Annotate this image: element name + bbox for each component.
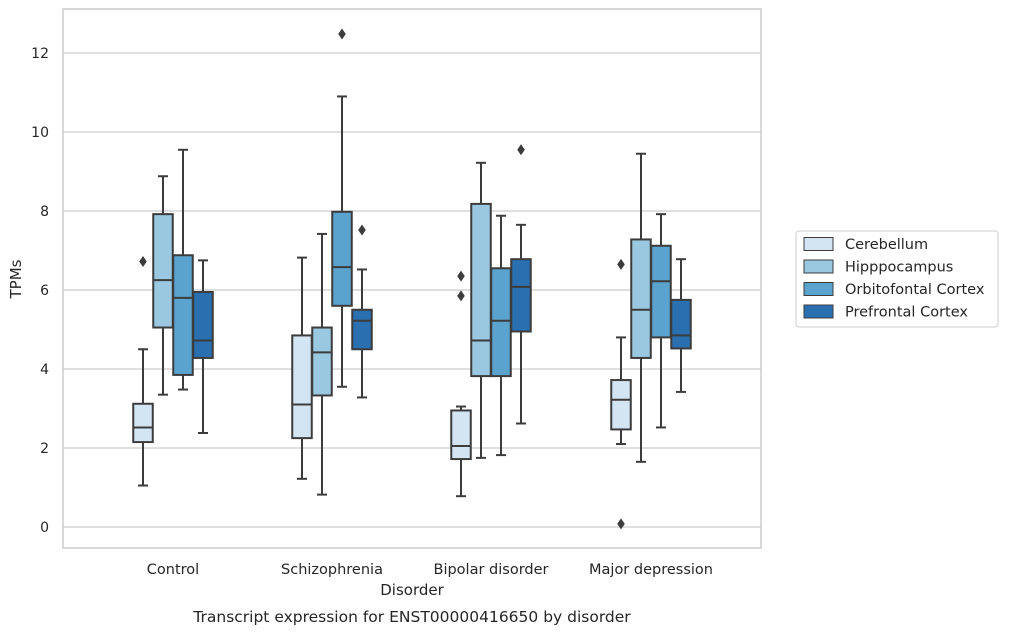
box-0-0 [132, 256, 154, 487]
box-3-2 [510, 144, 532, 425]
box-body [152, 213, 174, 329]
legend-label: Hipppocampus [845, 260, 953, 276]
legend-label: Cerebellum [845, 237, 928, 253]
outlier-point [617, 258, 625, 270]
box-0-1 [291, 256, 313, 480]
box-2-1 [331, 28, 353, 388]
y-tick-label: 0 [40, 520, 49, 536]
box-body [311, 326, 333, 397]
box-body [132, 402, 154, 444]
legend-label: Prefrontal Cortex [845, 305, 968, 321]
outlier-point [517, 144, 525, 156]
y-tick-label: 4 [40, 362, 49, 378]
box-3-3 [670, 258, 692, 393]
y-tick-label: 12 [31, 46, 49, 62]
y-axis-label: TPMs [7, 259, 25, 299]
outlier-point [338, 28, 346, 40]
x-axis-label: Disorder [380, 581, 444, 599]
box-groups [132, 28, 692, 530]
legend-swatch [803, 304, 834, 319]
x-tick-label: Major depression [589, 562, 713, 578]
legend-label: Orbitofontal Cortex [845, 282, 985, 298]
x-tick-labels: Control Schizophrenia Bipolar disorder Majo… [147, 562, 713, 578]
box-2-0 [172, 148, 194, 391]
box-3-1 [351, 224, 373, 399]
box-0-2 [450, 270, 472, 498]
legend-swatch [803, 237, 834, 251]
box-body [470, 202, 492, 378]
x-tick-label: Control [147, 562, 199, 578]
box-body [670, 298, 692, 350]
chart-caption: Transcript expression for ENST0000041665… [192, 608, 631, 626]
box-2-3 [650, 213, 672, 429]
outlier-point [617, 518, 625, 530]
box-0-3 [610, 258, 632, 530]
legend: Cerebellum Hipppocampus Orbitofontal Corte… [795, 230, 999, 328]
outlier-point [457, 270, 465, 282]
box-body [510, 258, 532, 333]
box-body [650, 244, 672, 339]
plot-frame [62, 8, 762, 549]
x-tick-label: Schizophrenia [281, 562, 383, 578]
box-body [351, 308, 373, 351]
legend-swatch [803, 259, 834, 274]
y-tick-label: 2 [40, 441, 49, 457]
box-body [630, 238, 652, 359]
y-tick-labels: 0 2 4 6 8 10 12 [31, 46, 49, 536]
box-body [450, 409, 472, 461]
y-tick-label: 8 [40, 204, 49, 220]
box-body [610, 379, 632, 431]
outlier-point [457, 290, 465, 302]
legend-swatch [803, 282, 834, 296]
box-body [331, 210, 353, 307]
box-body [172, 254, 194, 376]
y-tick-label: 6 [40, 283, 49, 299]
box-body [490, 267, 512, 378]
y-tick-label: 10 [31, 125, 49, 141]
box-3-0 [192, 259, 214, 434]
outlier-point [139, 256, 147, 268]
box-body [192, 290, 214, 359]
x-tick-label: Bipolar disorder [434, 562, 549, 578]
box-2-2 [490, 214, 512, 457]
box-1-1 [311, 232, 333, 496]
box-body [291, 334, 313, 440]
legend-frame [795, 230, 999, 328]
outlier-point [358, 224, 366, 236]
